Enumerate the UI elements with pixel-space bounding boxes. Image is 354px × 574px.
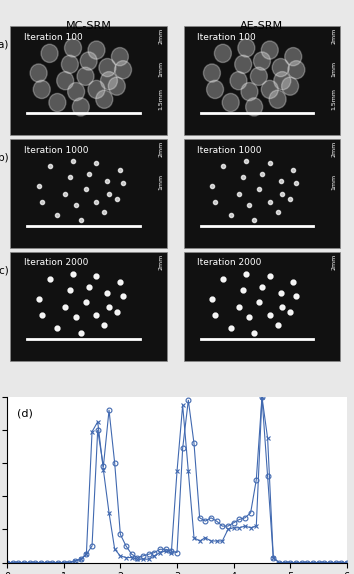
MC-SRM — [5, 559, 9, 566]
MC-SRM — [345, 559, 349, 566]
Text: (d): (d) — [17, 409, 33, 418]
Circle shape — [108, 77, 125, 95]
MC-SRM — [124, 542, 128, 549]
Circle shape — [41, 44, 58, 63]
Circle shape — [274, 72, 291, 90]
AE-SRM — [260, 394, 264, 401]
Bar — [184, 252, 340, 361]
Text: 2mm: 2mm — [332, 28, 337, 44]
MC-SRM — [305, 559, 309, 566]
Text: 1mm: 1mm — [158, 61, 164, 77]
Text: (b): (b) — [0, 152, 9, 162]
Circle shape — [207, 80, 224, 99]
Circle shape — [241, 83, 258, 100]
Circle shape — [30, 64, 47, 82]
MC-SRM — [186, 397, 190, 404]
AE-SRM — [84, 551, 88, 558]
Circle shape — [80, 52, 97, 70]
Bar — [184, 139, 340, 248]
Text: AE-SRM: AE-SRM — [240, 21, 284, 30]
AE-SRM — [345, 559, 349, 566]
Circle shape — [61, 55, 78, 73]
Line: MC-SRM: MC-SRM — [5, 394, 349, 565]
Line: AE-SRM: AE-SRM — [5, 394, 349, 565]
Circle shape — [238, 39, 255, 57]
Text: 1mm: 1mm — [158, 174, 164, 190]
Circle shape — [72, 98, 89, 116]
AE-SRM — [73, 557, 77, 564]
Text: 2mm: 2mm — [158, 254, 164, 270]
Circle shape — [253, 52, 270, 70]
Bar — [11, 139, 167, 248]
Text: Iteration 100: Iteration 100 — [198, 33, 256, 41]
Text: 2mm: 2mm — [158, 28, 164, 44]
Circle shape — [285, 48, 302, 66]
Text: 1mm: 1mm — [332, 61, 337, 77]
MC-SRM — [260, 394, 264, 401]
Circle shape — [96, 90, 113, 108]
AE-SRM — [124, 554, 128, 561]
Text: 2mm: 2mm — [332, 141, 337, 157]
Circle shape — [261, 80, 278, 99]
MC-SRM — [209, 514, 213, 521]
Text: Iteration 1000: Iteration 1000 — [198, 146, 262, 154]
AE-SRM — [209, 537, 213, 544]
Circle shape — [99, 59, 116, 77]
Text: MC-SRM: MC-SRM — [66, 21, 112, 30]
AE-SRM — [186, 468, 190, 475]
Circle shape — [272, 59, 289, 77]
Circle shape — [222, 94, 239, 112]
Circle shape — [57, 72, 74, 90]
Text: 1.5mm: 1.5mm — [332, 88, 337, 110]
Text: 2mm: 2mm — [332, 254, 337, 270]
Text: (c): (c) — [0, 265, 9, 275]
Circle shape — [246, 98, 263, 116]
Text: Iteration 1000: Iteration 1000 — [24, 146, 88, 154]
Text: Iteration 2000: Iteration 2000 — [24, 258, 88, 267]
Circle shape — [68, 83, 85, 100]
Circle shape — [64, 39, 81, 57]
Circle shape — [261, 41, 278, 59]
Text: 2mm: 2mm — [158, 141, 164, 157]
Circle shape — [33, 80, 50, 99]
Bar — [11, 252, 167, 361]
Bar — [11, 26, 167, 135]
Circle shape — [250, 67, 267, 86]
Circle shape — [288, 61, 305, 79]
MC-SRM — [73, 557, 77, 564]
Circle shape — [281, 77, 298, 95]
Circle shape — [235, 55, 252, 73]
Bar — [184, 26, 340, 135]
Circle shape — [101, 72, 118, 90]
AE-SRM — [305, 559, 309, 566]
Text: (a): (a) — [0, 39, 9, 49]
Circle shape — [215, 44, 232, 63]
Circle shape — [88, 41, 105, 59]
Circle shape — [112, 48, 129, 66]
Circle shape — [230, 72, 247, 90]
Text: 1.5mm: 1.5mm — [158, 88, 164, 110]
MC-SRM — [84, 551, 88, 558]
Circle shape — [115, 61, 132, 79]
Text: Iteration 100: Iteration 100 — [24, 33, 83, 41]
Circle shape — [269, 90, 286, 108]
Circle shape — [49, 94, 66, 112]
Circle shape — [77, 67, 94, 86]
Circle shape — [204, 64, 221, 82]
Text: Iteration 2000: Iteration 2000 — [198, 258, 262, 267]
Circle shape — [88, 80, 105, 99]
AE-SRM — [5, 559, 9, 566]
Text: 1mm: 1mm — [332, 174, 337, 190]
